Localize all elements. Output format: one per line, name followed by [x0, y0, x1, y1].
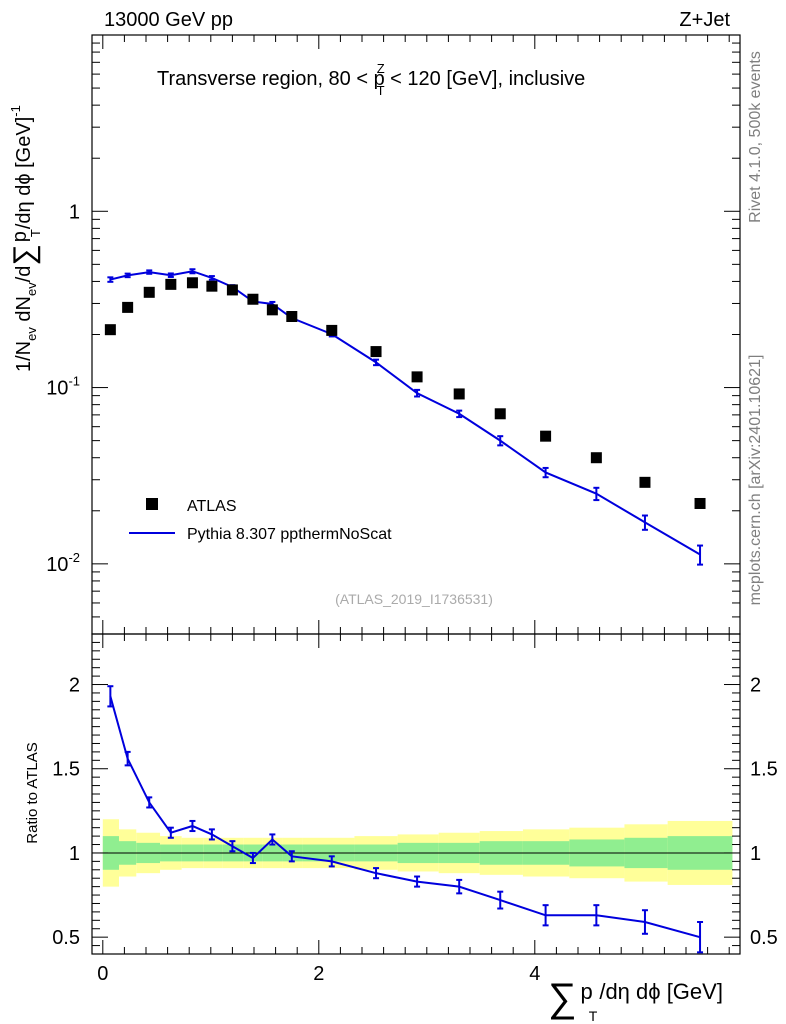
atlas-data-point [143, 286, 155, 298]
y-tick-label: 1 [69, 201, 80, 223]
ratio-tick-label-left: 0.5 [52, 927, 80, 949]
y-tick-label: 10-1 [46, 374, 80, 400]
x-tick-label: 2 [313, 963, 324, 985]
atlas-data-point [286, 311, 298, 323]
atlas-data-point [206, 280, 218, 292]
svg-text:1/Nev dNev/d∑pT/dη dϕ [GeV]-1: 1/Nev dNev/d∑pT/dη dϕ [GeV]-1 [8, 105, 43, 372]
ratio-tick-label-left: 1.5 [52, 759, 80, 781]
atlas-data-point [694, 497, 706, 509]
atlas-data-point [266, 304, 278, 316]
atlas-data-point [639, 476, 651, 488]
chart-title-superscript: Z [377, 61, 385, 76]
x-axis-label: ∑ p T/dη dϕ [GeV] [548, 976, 723, 1024]
atlas-data-point [370, 346, 382, 358]
main-series [104, 268, 706, 566]
y-tick-label: 10-2 [46, 550, 80, 576]
atlas-data-point [247, 293, 259, 305]
atlas-data-point [411, 371, 423, 383]
main-axis-ticks: 1 10-1 10-2 [46, 34, 740, 635]
legend: ATLAS Pythia 8.307 ppthermNoScat [129, 498, 392, 543]
legend-atlas-label: ATLAS [187, 498, 237, 515]
y-axis-label: 1/Nev dNev/d∑pT/dη dϕ [GeV]-1 [8, 105, 43, 372]
atlas-data-point [540, 430, 552, 442]
ratio-tick-label-right: 1.5 [750, 759, 778, 781]
rivet-version-label: Rivet 4.1.0, 500k events [747, 51, 764, 223]
ratio-tick-label-right: 1 [750, 843, 761, 865]
ratio-tick-label-right: 2 [750, 675, 761, 697]
atlas-data-point [494, 408, 506, 420]
ratio-frame [91, 633, 741, 955]
atlas-data-point [453, 388, 465, 400]
x-tick-label: 4 [529, 963, 540, 985]
ratio-tick-label-left: 2 [69, 675, 80, 697]
ratio-uncertainty-bands [92, 819, 740, 887]
header-left: 13000 GeV pp [104, 9, 233, 31]
main-frame [91, 34, 741, 635]
atlas-data-point [104, 324, 116, 336]
analysis-watermark: (ATLAS_2019_I1736531) [335, 591, 493, 607]
x-tick-label: 0 [97, 963, 108, 985]
legend-mc-label: Pythia 8.307 ppthermNoScat [187, 526, 392, 543]
chart-title: Transverse region, 80 < pZ T < 120 [GeV],… [157, 61, 585, 98]
atlas-data-point [122, 301, 134, 313]
legend-atlas-marker [146, 498, 158, 510]
atlas-data-point [326, 324, 338, 336]
ratio-tick-label-right: 0.5 [750, 927, 778, 949]
ratio-y-axis-label: Ratio to ATLAS [24, 742, 41, 843]
ratio-tick-label-left: 1 [69, 843, 80, 865]
header-right: Z+Jet [679, 9, 730, 31]
atlas-data-point [590, 452, 602, 464]
chart-title-subscript: T [377, 83, 385, 98]
atlas-data-point [165, 278, 177, 290]
atlas-data-point [226, 284, 238, 296]
mcplots-label: mcplots.cern.ch [arXiv:2401.10621] [747, 355, 764, 606]
ratio-series [107, 685, 704, 954]
atlas-data-point [186, 277, 198, 289]
ratio-line [109, 696, 701, 939]
ratio-axis-ticks: 0 2 4 2 2 1.5 1.5 1 1 0.5 0.5 [52, 634, 778, 985]
